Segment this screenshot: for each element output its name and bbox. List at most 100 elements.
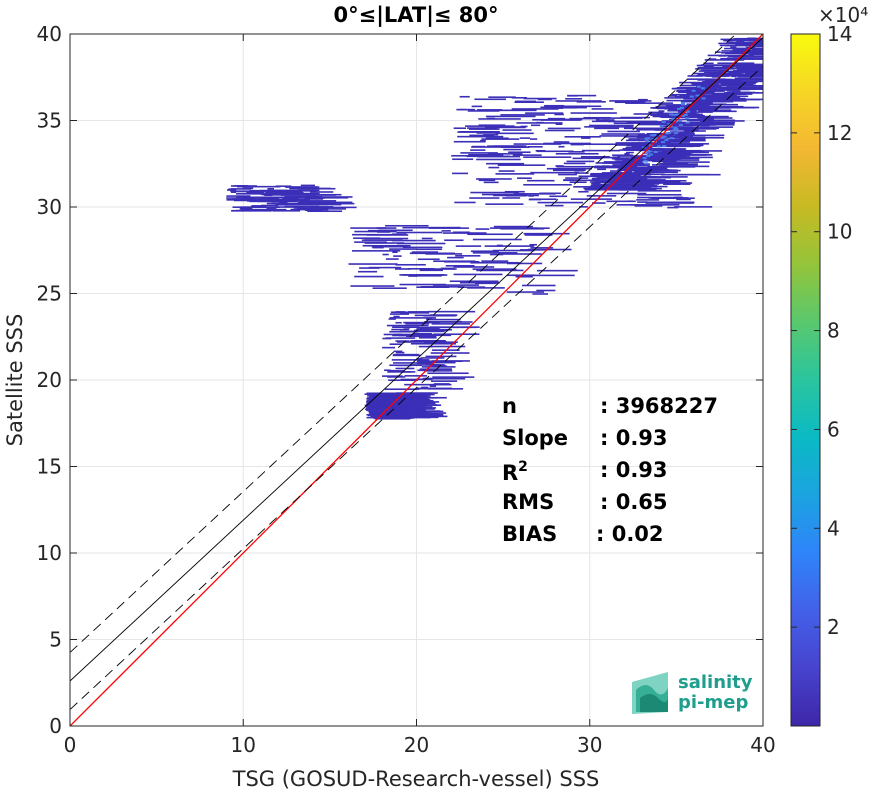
density-cell-dense [644,137,649,140]
density-cell [383,333,427,336]
density-cell [591,182,601,185]
density-cell [640,169,658,172]
density-cell [382,415,432,417]
density-cell [736,88,763,90]
density-cell [447,256,464,259]
density-cell [683,130,706,132]
density-cell [666,99,703,102]
density-cell [711,76,719,78]
density-cell [616,176,628,178]
density-cell [385,258,399,260]
density-cell [408,311,429,313]
density-cell [467,233,513,236]
density-cloud [226,37,763,420]
density-cell [396,231,443,234]
density-cell [384,369,391,372]
density-cell [452,172,469,175]
y-tick-label: 15 [37,455,62,479]
density-cell [693,106,726,108]
density-cell [637,190,681,192]
density-cell [426,318,461,321]
density-cell [654,129,662,131]
density-cell [372,398,387,401]
density-cell [707,54,743,57]
density-cell [575,143,621,146]
density-cell [697,117,733,119]
density-cell [619,149,646,151]
density-cell [366,397,393,400]
density-cell [596,177,631,180]
density-cell [529,198,557,201]
density-cell [478,124,506,126]
density-cell [725,39,751,42]
density-cell [394,412,424,415]
density-cell [371,245,408,248]
density-cell-dense [662,135,667,138]
density-cell [594,165,628,168]
density-cell [563,179,581,181]
density-cell [704,59,745,61]
density-cell-dense [661,121,666,124]
x-tick-label: 0 [64,733,77,757]
density-cell [395,263,426,266]
x-tick-label: 40 [750,733,775,757]
density-cell [304,198,323,200]
density-cell [403,321,440,324]
density-cell [457,135,504,138]
density-cell [659,140,690,143]
density-cell [594,127,620,130]
density-cell [304,196,353,198]
density-cell [655,182,693,184]
density-cell [651,164,698,166]
density-cell [476,132,500,134]
density-cell [730,46,737,49]
density-cell [686,78,726,80]
density-cell [663,144,699,146]
density-cell-dense [667,131,672,134]
y-axis-label: Satellite SSS [3,314,27,447]
density-cell [488,166,500,169]
density-cell [680,100,712,103]
density-cell [614,144,639,146]
density-cell [660,125,669,128]
y-tick-label: 20 [37,368,62,392]
density-cell [506,274,518,277]
density-cell [709,109,717,111]
density-cell [379,396,428,398]
x-axis-ticks: 0 10 20 30 40 [64,34,776,757]
density-cell [254,190,303,193]
logo-waves-icon [632,672,668,714]
density-cell [300,184,316,187]
density-cell [591,108,614,110]
density-cell [483,181,499,184]
density-cell [638,98,648,101]
density-cell [466,287,505,289]
density-cell [555,100,602,102]
density-cell [616,143,651,145]
density-cell [411,251,439,253]
density-cell [634,171,678,174]
x-tick-label: 20 [404,733,429,757]
density-cell [452,231,470,234]
density-cell-dense [656,145,661,148]
logo: salinity pi-mep [632,672,753,714]
density-cell [395,367,415,370]
density-cell-dense [644,162,649,165]
density-cell [367,229,390,232]
density-cell [606,200,636,203]
density-cell [310,201,353,204]
density-cell [392,251,398,254]
density-cell [282,197,299,200]
density-cell [508,151,531,154]
density-cell [715,93,746,96]
density-cell [529,243,538,246]
density-cell [696,97,722,100]
density-cell [525,274,575,277]
density-cell [644,187,662,190]
density-cell [674,206,713,208]
density-cell [382,410,428,413]
density-cell [631,102,637,104]
density-cell [549,195,568,198]
density-cell [409,364,445,366]
density-cell [421,386,429,389]
